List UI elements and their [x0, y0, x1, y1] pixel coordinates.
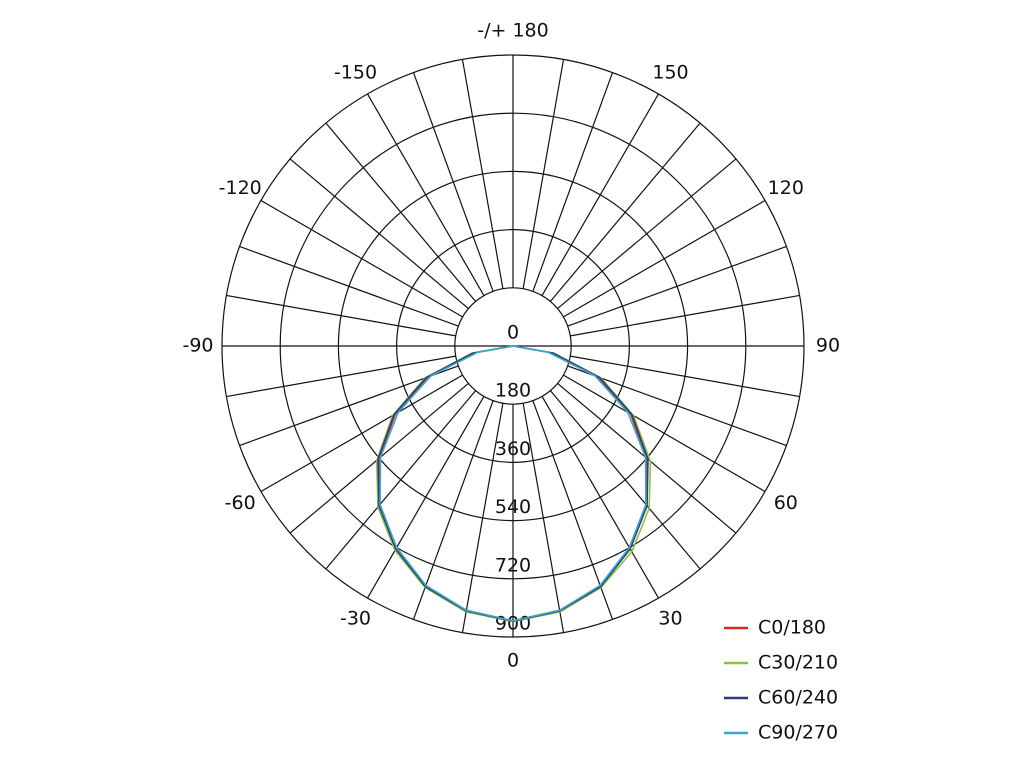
grid-spoke	[226, 294, 456, 337]
legend-label: C60/240	[758, 687, 838, 709]
grid-spoke	[567, 365, 787, 447]
theta-tick-label: -30	[340, 607, 371, 629]
grid-spoke	[412, 400, 494, 620]
r-tick-label: 360	[495, 438, 531, 460]
legend-label: C0/180	[758, 617, 826, 639]
grid-spoke	[563, 199, 766, 318]
r-tick-label: 900	[495, 613, 531, 635]
grid-spoke	[549, 390, 701, 570]
theta-tick-label: 150	[652, 62, 688, 84]
theta-tick-label: -/+ 180	[477, 20, 548, 42]
grid-spoke	[239, 245, 459, 327]
grid-spoke	[541, 396, 660, 599]
grid-spoke	[325, 390, 477, 570]
grid-spoke	[260, 374, 463, 493]
theta-tick-label: 120	[768, 177, 804, 199]
grid-spoke	[532, 400, 614, 620]
theta-tick-label: -150	[334, 62, 377, 84]
theta-tick-label: 60	[774, 492, 798, 514]
grid-spoke	[366, 93, 485, 296]
grid-spoke	[563, 374, 766, 493]
grid-spoke	[239, 365, 459, 447]
r-tick-label: 540	[495, 496, 531, 518]
grid-spoke	[226, 355, 456, 398]
r-tick-label: 180	[495, 380, 531, 402]
grid-spoke	[522, 59, 565, 289]
grid-spoke	[260, 199, 463, 318]
legend-label: C90/270	[758, 722, 838, 744]
grid-spoke	[532, 72, 614, 292]
theta-tick-label: 0	[507, 650, 519, 672]
grid-spoke	[549, 122, 701, 302]
grid-spoke	[570, 294, 800, 337]
theta-tick-label: 90	[816, 335, 840, 357]
grid-spoke	[461, 59, 504, 289]
legend-label: C30/210	[758, 652, 838, 674]
grid-spoke	[570, 355, 800, 398]
grid-spoke	[325, 122, 477, 302]
theta-tick-label: 30	[658, 607, 682, 629]
theta-tick-label: -60	[225, 492, 256, 514]
grid-spoke	[289, 158, 469, 310]
r-tick-label: 720	[495, 554, 531, 576]
theta-tick-label: -120	[219, 177, 262, 199]
grid-spoke	[366, 396, 485, 599]
grid-spoke	[541, 93, 660, 296]
grid-spoke	[461, 403, 504, 633]
grid-spoke	[557, 158, 737, 310]
series-line	[379, 345, 647, 622]
grid-spoke	[522, 403, 565, 633]
grid-spoke	[412, 72, 494, 292]
theta-tick-label: -90	[182, 335, 213, 357]
r-tick-label: 0	[507, 322, 519, 344]
grid-spoke	[567, 245, 787, 327]
